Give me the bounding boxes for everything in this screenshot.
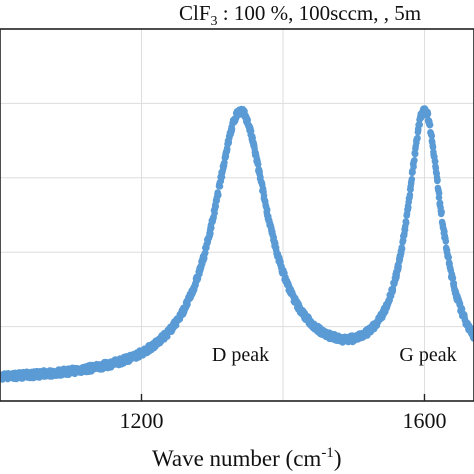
x-tick-label: 1200 bbox=[119, 408, 163, 433]
data-point bbox=[405, 204, 412, 211]
data-point bbox=[458, 305, 466, 313]
x-axis-ticks: 1200 1600 bbox=[119, 394, 446, 433]
data-point bbox=[215, 192, 222, 199]
data-point bbox=[207, 230, 214, 237]
data-point bbox=[442, 238, 450, 245]
grid-lines bbox=[0, 29, 474, 401]
data-point bbox=[428, 132, 436, 140]
data-point bbox=[402, 219, 410, 227]
data-point bbox=[434, 176, 441, 184]
chart-title: ClF3 : 100 %, 100sccm, , 5m bbox=[179, 1, 421, 29]
data-point bbox=[254, 161, 262, 168]
data-point bbox=[247, 127, 255, 135]
data-point bbox=[223, 146, 231, 154]
data-point bbox=[221, 159, 228, 166]
data-point bbox=[414, 127, 422, 134]
data-point bbox=[450, 280, 458, 287]
data-point bbox=[216, 183, 224, 190]
data-point bbox=[411, 157, 418, 164]
x-tick-label: 1600 bbox=[402, 408, 446, 433]
data-point bbox=[212, 203, 220, 210]
data-point bbox=[263, 206, 271, 213]
plot-frame bbox=[0, 28, 474, 402]
data-point bbox=[208, 224, 215, 232]
data-point bbox=[470, 335, 474, 342]
data-point bbox=[398, 245, 406, 252]
data-points bbox=[0, 105, 474, 383]
data-point bbox=[435, 189, 443, 197]
data-point bbox=[438, 209, 445, 216]
data-point bbox=[431, 158, 439, 165]
peak-label: G peak bbox=[399, 344, 456, 366]
data-point bbox=[408, 175, 416, 183]
data-point bbox=[414, 134, 421, 142]
data-point bbox=[426, 121, 434, 128]
x-axis-label: Wave number (cm-1) bbox=[152, 445, 341, 471]
data-point bbox=[416, 121, 424, 128]
data-point bbox=[449, 274, 457, 282]
data-point bbox=[409, 168, 416, 176]
peak-label: D peak bbox=[212, 344, 269, 366]
data-point bbox=[202, 249, 209, 257]
data-point bbox=[410, 163, 417, 171]
data-point bbox=[228, 125, 236, 133]
data-point bbox=[445, 254, 453, 261]
data-point bbox=[424, 110, 432, 118]
data-point bbox=[389, 287, 397, 295]
data-point bbox=[406, 191, 414, 199]
peak-annotations: D peak G peak bbox=[212, 344, 457, 366]
